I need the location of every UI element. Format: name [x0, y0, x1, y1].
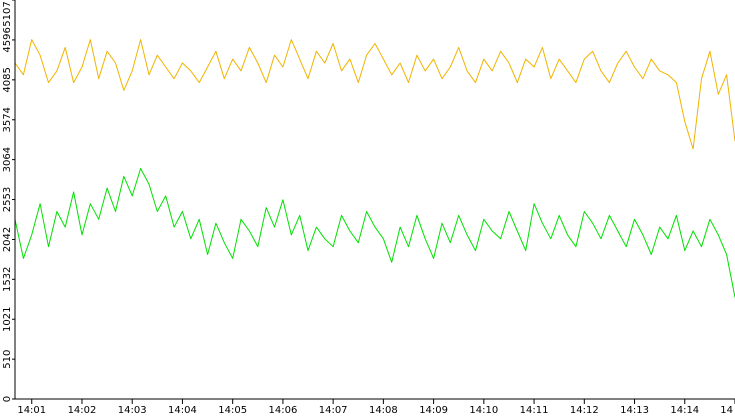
axes-layer [14, 0, 735, 400]
y-tick-label: 4596 [2, 27, 13, 52]
x-tick-label: 14:08 [369, 405, 398, 415]
x-tick-label: 14:05 [218, 405, 247, 415]
series-1-line [14, 39, 735, 150]
x-tick-label: 14:02 [68, 405, 97, 415]
series-2-line [14, 168, 735, 298]
x-tick-label: 14:09 [419, 405, 448, 415]
y-tick-label: 3574 [2, 107, 13, 132]
x-tick-label: 14:14 [670, 405, 699, 415]
x-tick-label: 14:13 [620, 405, 649, 415]
x-tick-label: 14:06 [268, 405, 297, 415]
x-tick-label: 14:03 [118, 405, 147, 415]
y-tick-label: 1532 [2, 267, 13, 292]
x-tick-label: 14:10 [469, 405, 498, 415]
y-tick-label: 5107 [2, 1, 13, 26]
y-tick-label: 4085 [2, 67, 13, 92]
x-tick-label: 14:01 [17, 405, 46, 415]
y-tick-label: 2553 [2, 187, 13, 212]
y-tick-label: 3064 [2, 147, 13, 172]
x-tick-label: 14:04 [168, 405, 197, 415]
series-layer [14, 39, 735, 298]
x-ticks: 14:01 14:02 14:03 14:04 14:05 14:06 14:07 14:08… [17, 399, 735, 416]
y-tick-label: 1021 [2, 307, 13, 332]
x-tick-label: 14:07 [319, 405, 348, 415]
x-tick-label: 14 [720, 405, 733, 415]
x-tick-label: 14:12 [570, 405, 599, 415]
y-tick-label: 2042 [2, 227, 13, 252]
y-tick-label: 0 [2, 396, 13, 402]
y-tick-label: 510 [2, 350, 13, 369]
x-tick-label: 14:11 [520, 405, 549, 415]
